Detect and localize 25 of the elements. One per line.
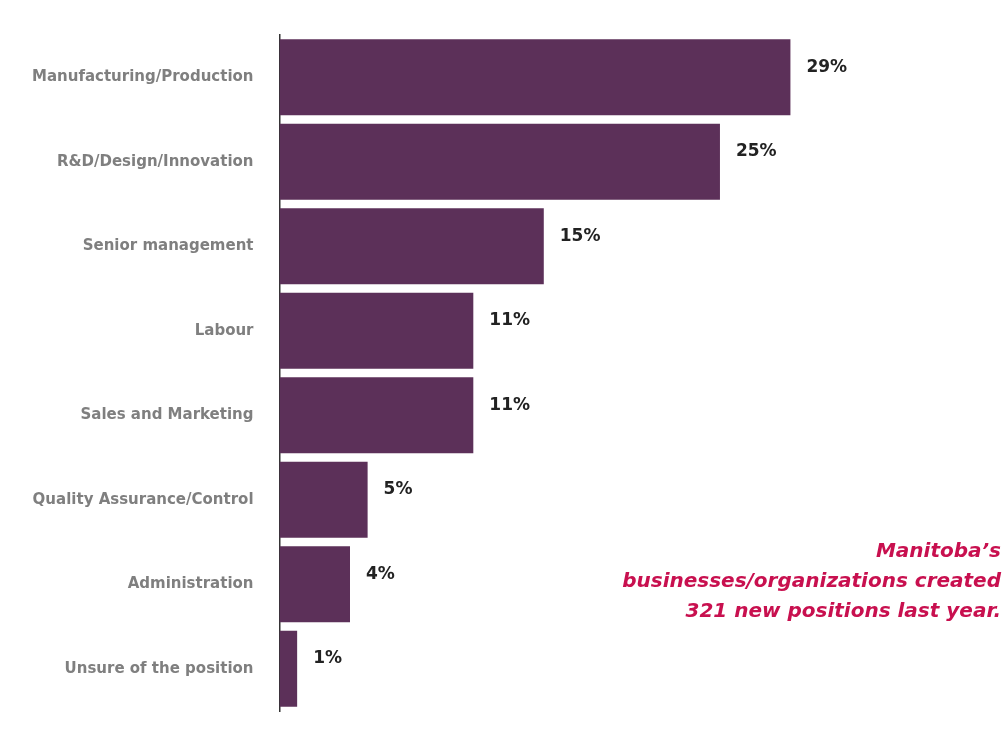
bar (279, 461, 368, 538)
y-tick-label: Sales and Marketing (80, 405, 254, 424)
y-tick-label: Unsure of the position (64, 658, 254, 677)
bar (279, 546, 350, 623)
bar (279, 292, 474, 369)
y-tick-label: Senior management (82, 236, 254, 255)
y-tick-label: Administration (127, 574, 254, 593)
data-label: 1% (313, 647, 343, 668)
y-tick-label: Labour (194, 320, 255, 339)
data-label: 4% (366, 562, 395, 583)
annotation: Manitoba’s businesses/organizations created 321 new positions last year. (621, 537, 1001, 624)
bar (279, 208, 544, 285)
data-label: 5% (383, 478, 413, 499)
data-label: 11% (489, 309, 531, 330)
y-tick-label: Quality Assurance/Control (32, 489, 254, 508)
data-label: 11% (489, 393, 531, 414)
bar (279, 630, 298, 707)
data-label: 25% (735, 140, 777, 161)
data-label: 29% (806, 55, 848, 76)
data-label: 15% (559, 224, 601, 245)
bar (279, 39, 791, 116)
y-tick-label: Manufacturing/Production (32, 67, 254, 86)
bar (279, 377, 474, 454)
y-tick-label: R&D/Design/Innovation (56, 151, 254, 170)
bar (279, 123, 720, 200)
